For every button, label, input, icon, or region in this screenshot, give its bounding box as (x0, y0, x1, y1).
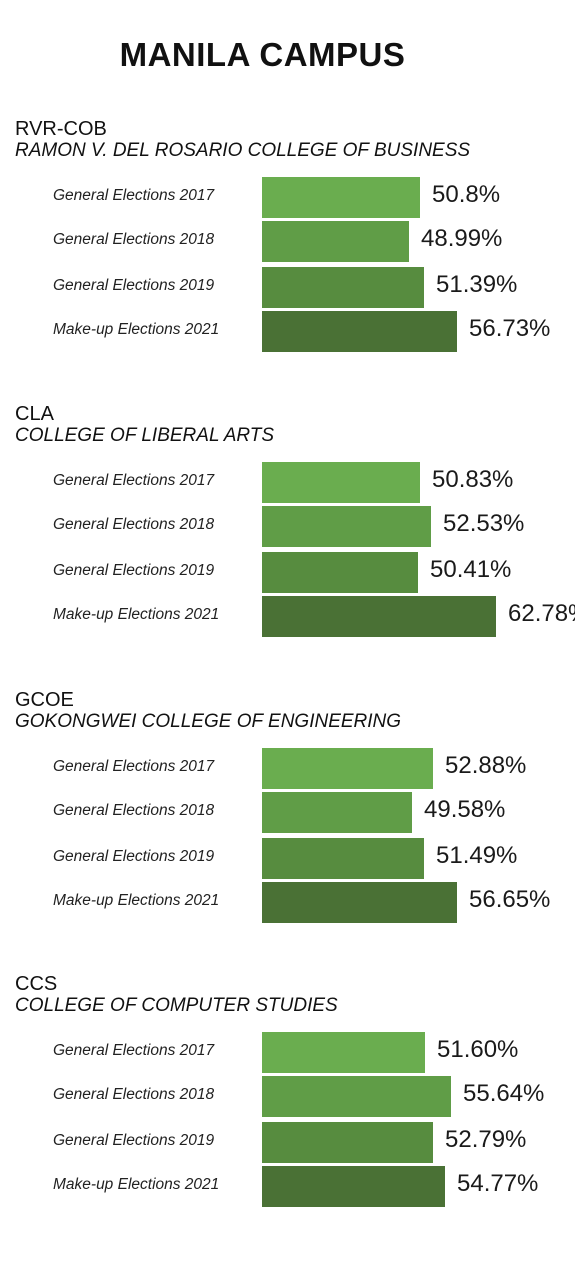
bar-value-label: 55.64% (463, 1080, 545, 1107)
category-label: General Elections 2018 (53, 231, 215, 248)
bar (262, 221, 409, 262)
category-label: Make-up Elections 2021 (53, 1176, 220, 1193)
bar-value-label: 56.73% (469, 315, 551, 342)
category-label: Make-up Elections 2021 (53, 892, 220, 909)
bar (262, 1032, 425, 1073)
college-section-rvr-cob: RVR-COB RAMON V. DEL ROSARIO COLLEGE OF B… (0, 118, 575, 408)
college-abbr: GCOE (15, 689, 74, 711)
bar-value-label: 51.39% (436, 271, 518, 298)
bar (262, 748, 433, 789)
bar (262, 792, 412, 833)
bar (262, 552, 418, 593)
category-label: General Elections 2018 (53, 516, 215, 533)
category-label: General Elections 2019 (53, 848, 215, 865)
bar (262, 506, 431, 547)
bar (262, 267, 424, 308)
bar-value-label: 50.41% (430, 556, 512, 583)
category-label: General Elections 2019 (53, 277, 215, 294)
college-abbr: CLA (15, 403, 54, 425)
category-label: General Elections 2017 (53, 187, 215, 204)
infographic: MANILA CAMPUS RVR-COB RAMON V. DEL ROSARI… (0, 36, 575, 1207)
college-name: RAMON V. DEL ROSARIO COLLEGE OF BUSINESS (15, 140, 471, 161)
bar-value-label: 56.65% (469, 886, 551, 913)
college-name: COLLEGE OF COMPUTER STUDIES (15, 995, 338, 1016)
bar-value-label: 54.77% (457, 1170, 539, 1197)
category-label: Make-up Elections 2021 (53, 321, 220, 338)
college-section-cla: CLA COLLEGE OF LIBERAL ARTS General Electi… (0, 403, 575, 693)
bar (262, 462, 420, 503)
category-label: General Elections 2019 (53, 1132, 215, 1149)
bar-value-label: 48.99% (421, 225, 503, 252)
college-abbr: RVR-COB (15, 118, 107, 140)
college-name: COLLEGE OF LIBERAL ARTS (15, 425, 275, 446)
bar (262, 311, 457, 352)
bar-value-label: 51.49% (436, 842, 518, 869)
bar (262, 838, 424, 879)
bar (262, 1122, 433, 1163)
category-label: General Elections 2019 (53, 562, 215, 579)
category-label: General Elections 2018 (53, 802, 215, 819)
bar-value-label: 51.60% (437, 1036, 519, 1063)
category-label: General Elections 2017 (53, 758, 215, 775)
page-title: MANILA CAMPUS (119, 36, 406, 73)
bar-value-label: 52.53% (443, 510, 525, 537)
category-label: General Elections 2018 (53, 1086, 215, 1103)
category-label: Make-up Elections 2021 (53, 606, 220, 623)
bar-value-label: 52.79% (445, 1126, 527, 1153)
category-label: General Elections 2017 (53, 1042, 215, 1059)
college-name: GOKONGWEI COLLEGE OF ENGINEERING (15, 711, 402, 732)
bar (262, 1166, 445, 1207)
college-abbr: CCS (15, 973, 58, 995)
bar-value-label: 50.8% (432, 181, 501, 208)
bar-value-label: 49.58% (424, 796, 506, 823)
bar-value-label: 52.88% (445, 752, 527, 779)
category-label: General Elections 2017 (53, 472, 215, 489)
bar (262, 882, 457, 923)
bar-value-label: 50.83% (432, 466, 514, 493)
college-section-ccs: CCS COLLEGE OF COMPUTER STUDIES General El… (0, 973, 575, 1263)
bar (262, 177, 420, 218)
college-section-gcoe: GCOE GOKONGWEI COLLEGE OF ENGINEERING Gene… (0, 689, 575, 979)
bar (262, 596, 496, 637)
bar (262, 1076, 451, 1117)
bar-value-label: 62.78% (508, 600, 575, 627)
